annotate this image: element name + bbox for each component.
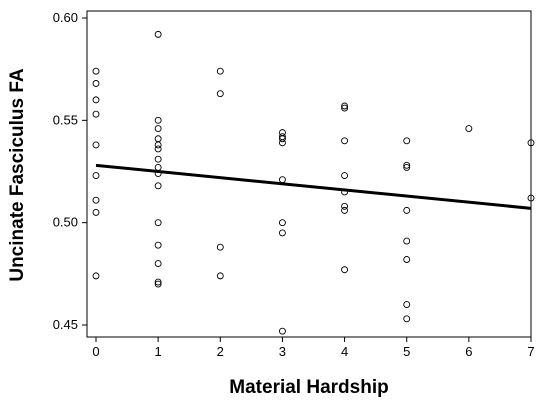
y-axis-title: Uncinate Fasciculus FA xyxy=(7,68,28,282)
data-point xyxy=(92,172,100,180)
regression-line xyxy=(95,163,532,210)
x-tick-label: 0 xyxy=(92,344,99,359)
data-point xyxy=(403,161,411,169)
x-tick-label: 7 xyxy=(527,344,534,359)
data-point xyxy=(154,30,162,38)
data-point xyxy=(278,229,286,237)
x-tick-label: 5 xyxy=(403,344,410,359)
data-point xyxy=(154,125,162,132)
data-point xyxy=(154,280,162,288)
data-point xyxy=(403,256,411,263)
data-points xyxy=(92,30,535,335)
data-point xyxy=(154,155,162,163)
data-point xyxy=(216,243,224,251)
x-tick-label: 4 xyxy=(341,344,348,359)
x-axis: 0 1 2 3 4 5 6 7 xyxy=(92,337,535,359)
data-point xyxy=(278,219,286,227)
data-point xyxy=(216,272,224,280)
data-point xyxy=(92,196,100,204)
data-point xyxy=(216,67,224,75)
plot-frame xyxy=(86,10,532,338)
data-point xyxy=(403,137,411,145)
y-tick-label: 0.60 xyxy=(53,10,78,25)
data-point xyxy=(278,139,286,147)
data-point xyxy=(154,260,162,268)
data-point xyxy=(92,272,100,280)
y-axis: 0.45 0.50 0.55 0.60 xyxy=(53,10,87,332)
x-tick-label: 3 xyxy=(279,344,286,359)
data-point xyxy=(278,327,286,335)
data-point xyxy=(92,96,100,104)
data-point xyxy=(403,163,411,171)
data-point xyxy=(154,278,162,286)
data-point xyxy=(92,208,100,216)
data-point xyxy=(403,315,411,323)
data-point xyxy=(154,163,162,171)
data-point xyxy=(403,301,411,308)
data-point xyxy=(341,206,349,214)
data-point xyxy=(154,219,162,227)
data-point xyxy=(154,116,162,124)
data-point xyxy=(403,206,411,214)
x-axis-title: Material Hardship xyxy=(229,377,388,398)
data-point xyxy=(92,110,100,118)
x-tick-label: 6 xyxy=(465,344,472,359)
data-point xyxy=(465,125,473,132)
data-point xyxy=(527,139,535,147)
data-point xyxy=(403,237,411,245)
data-point xyxy=(341,172,349,180)
data-point xyxy=(154,145,162,153)
data-point xyxy=(341,104,349,112)
data-point xyxy=(154,135,162,143)
fit-line-group xyxy=(95,163,532,210)
data-point xyxy=(154,182,162,190)
data-point xyxy=(527,194,535,202)
data-point xyxy=(341,137,349,145)
y-tick-label: 0.55 xyxy=(53,112,78,127)
data-point xyxy=(278,135,286,143)
x-tick-label: 2 xyxy=(217,344,224,359)
data-point xyxy=(154,241,162,249)
data-point xyxy=(341,266,349,274)
data-point xyxy=(92,80,100,87)
data-point xyxy=(154,141,162,149)
data-point xyxy=(92,67,100,75)
x-tick-label: 1 xyxy=(155,344,162,359)
data-point xyxy=(92,141,100,149)
data-point xyxy=(341,202,349,210)
y-tick-label: 0.50 xyxy=(53,215,78,230)
y-tick-label: 0.45 xyxy=(53,317,78,332)
data-point xyxy=(216,90,224,98)
data-point xyxy=(278,176,286,184)
data-point xyxy=(341,102,349,110)
